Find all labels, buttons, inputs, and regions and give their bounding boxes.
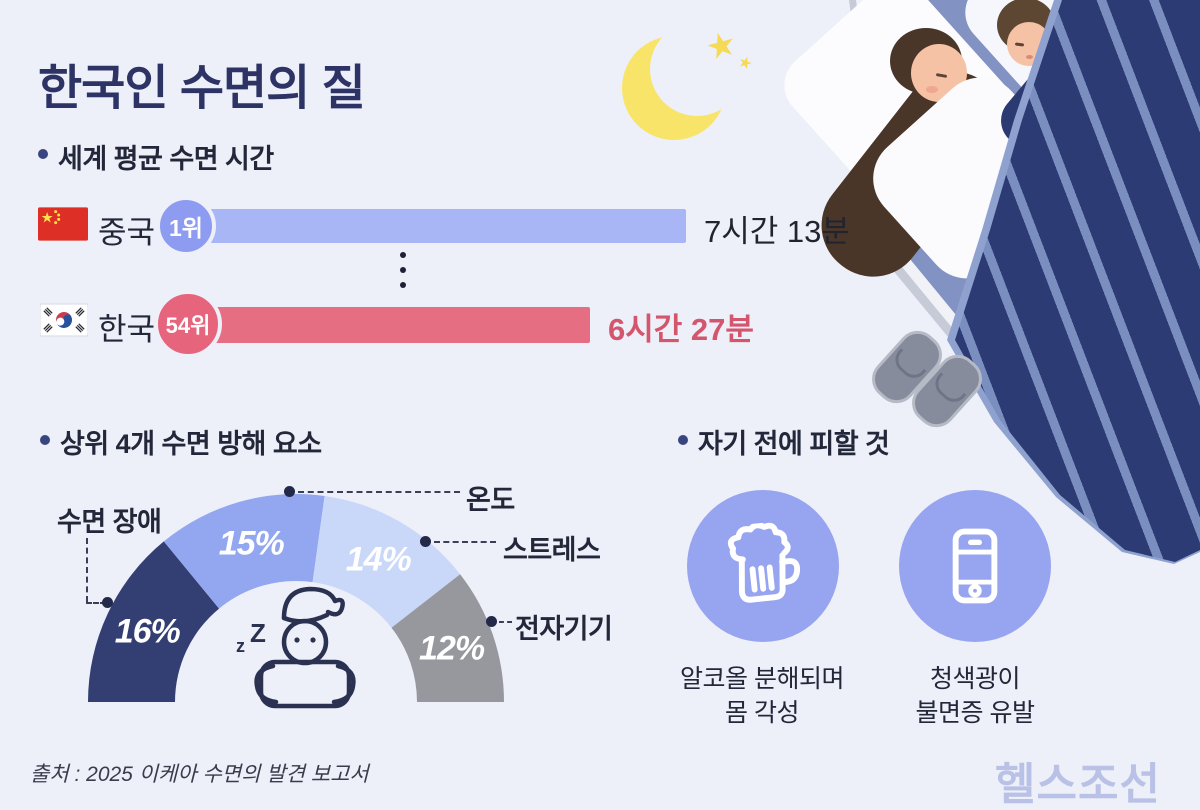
svg-text:Z: Z xyxy=(250,618,266,648)
gauge-percent-label: 16% xyxy=(114,612,181,651)
gauge-heading: 상위 4개 수면 방해 요소 xyxy=(60,429,322,459)
gauge-segment-3 xyxy=(391,574,504,702)
country-label-korea: 한국 xyxy=(98,312,156,347)
section-bullet xyxy=(678,435,688,445)
sleeping-person-hugging-pillow-icon: z Z xyxy=(236,586,356,709)
crescent-moon-mask xyxy=(650,22,744,116)
callout-leader-line xyxy=(298,491,460,493)
avoid-heading: 자기 전에 피할 것 xyxy=(698,429,890,459)
sleep-time-heading: 세계 평균 수면 시간 xyxy=(58,144,274,174)
country-label-china: 중국 xyxy=(98,215,156,250)
china-flag-icon xyxy=(38,207,88,241)
publisher-logo: 헬스조선 xyxy=(995,760,1161,809)
callout-leader-line xyxy=(434,541,496,543)
sleep-disruptor-gauge-chart xyxy=(88,494,504,702)
caption-line: 알코올 분해되며 xyxy=(680,665,844,693)
avoid-caption-alcohol: 알코올 분해되며 몸 각성 xyxy=(642,662,882,730)
caption-line: 몸 각성 xyxy=(725,699,799,727)
svg-text:z: z xyxy=(236,636,245,656)
callout-stress: 스트레스 xyxy=(503,535,601,565)
korea-sleep-bar xyxy=(208,307,590,343)
vertical-ellipsis xyxy=(400,252,406,288)
gauge-percent-label: 12% xyxy=(419,629,485,668)
gauge-segment-0 xyxy=(88,541,220,702)
caption-line: 청색광이 xyxy=(929,665,1021,693)
callout-dot xyxy=(420,536,431,547)
china-rank-badge: 1위 xyxy=(156,196,216,256)
callout-dot xyxy=(486,616,497,627)
callout-leader-line xyxy=(499,621,512,623)
section-bullet xyxy=(38,149,48,159)
korea-time-label: 6시간 27분 xyxy=(608,312,754,347)
avoid-caption-bluelight: 청색광이 불면증 유발 xyxy=(855,662,1095,730)
korea-rank-badge: 54위 xyxy=(154,290,222,358)
beer-mug-icon xyxy=(727,522,801,603)
smartphone-icon xyxy=(952,528,998,604)
mother-blush xyxy=(926,86,938,93)
china-time-label: 7시간 13분 xyxy=(704,214,850,249)
avoid-item-smartphone xyxy=(899,490,1051,642)
callout-temperature: 온도 xyxy=(466,485,515,515)
avoid-item-alcohol xyxy=(687,490,839,642)
callout-sleep-disorder: 수면 장애 xyxy=(57,507,162,537)
callout-leader-line xyxy=(86,538,88,602)
page-title: 한국인 수면의 질 xyxy=(38,62,366,115)
gauge-percent-label: 15% xyxy=(218,524,285,563)
source-credit: 출처 : 2025 이케아 수면의 발견 보고서 xyxy=(30,763,369,786)
gauge-segment-1 xyxy=(163,494,325,609)
gauge-segment-2 xyxy=(312,496,461,628)
gauge-percent-label: 14% xyxy=(345,540,412,579)
korea-flag-icon xyxy=(40,303,88,337)
callout-leader-line xyxy=(86,602,106,604)
section-bullet xyxy=(40,435,50,445)
china-sleep-bar xyxy=(208,209,686,243)
child-mouth xyxy=(1026,55,1033,59)
callout-dot xyxy=(284,486,295,497)
callout-dot xyxy=(102,597,113,608)
caption-line: 불면증 유발 xyxy=(915,699,1035,727)
callout-electronics: 전자기기 xyxy=(515,614,613,644)
